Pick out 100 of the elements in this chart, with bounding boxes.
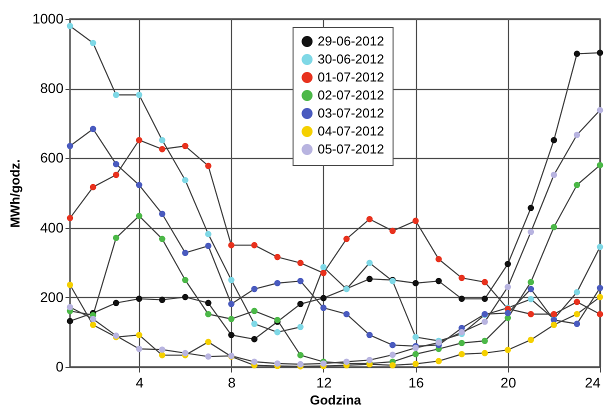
point — [90, 126, 96, 132]
point — [112, 160, 120, 168]
point — [412, 334, 419, 340]
point — [528, 278, 534, 286]
point — [159, 346, 166, 353]
point — [205, 338, 212, 346]
point — [528, 310, 534, 318]
point — [66, 22, 74, 30]
y-tick-label: 800 — [40, 80, 64, 96]
point — [596, 50, 604, 56]
point — [228, 242, 234, 248]
point — [159, 210, 166, 218]
point — [458, 350, 465, 358]
point — [574, 289, 580, 296]
x-tick-label: 4 — [136, 374, 144, 390]
point — [596, 284, 604, 292]
point — [251, 358, 258, 365]
point — [596, 162, 604, 168]
point — [159, 236, 166, 242]
point — [436, 358, 442, 364]
point — [574, 310, 580, 318]
point — [366, 260, 373, 266]
point — [90, 40, 96, 46]
point — [574, 182, 580, 188]
point — [205, 162, 212, 170]
point — [482, 278, 488, 286]
point — [112, 172, 120, 178]
point — [251, 242, 258, 248]
point — [550, 172, 558, 178]
point — [412, 350, 419, 358]
y-tick-label: 0 — [56, 358, 64, 374]
y-tick-label: 200 — [40, 288, 64, 305]
point — [159, 352, 166, 358]
y-axis-title: MWh/godz. — [7, 159, 22, 228]
point — [66, 214, 74, 222]
legend-label: 01-07-2012 — [318, 70, 384, 84]
point — [136, 212, 142, 220]
point — [389, 362, 396, 368]
legend-label: 29-06-2012 — [318, 34, 384, 48]
legend-label: 30-06-2012 — [318, 52, 384, 66]
point — [550, 310, 558, 318]
point — [482, 318, 488, 325]
point — [320, 294, 327, 302]
point — [90, 316, 96, 322]
point — [528, 296, 534, 302]
point — [504, 260, 511, 268]
point — [228, 300, 234, 308]
point — [251, 308, 258, 314]
legend-label: 02-07-2012 — [318, 88, 384, 102]
point — [112, 300, 120, 306]
point — [482, 350, 488, 356]
point — [458, 296, 465, 302]
point — [482, 296, 488, 302]
point — [596, 294, 604, 300]
point — [205, 230, 212, 238]
point — [550, 322, 558, 328]
point — [412, 218, 419, 224]
x-tick-label: 24 — [584, 374, 601, 390]
point — [136, 182, 142, 188]
point — [159, 296, 166, 303]
point — [136, 92, 142, 98]
point — [205, 242, 212, 250]
point — [596, 107, 604, 114]
x-tick-label: 16 — [408, 374, 424, 390]
point — [528, 336, 534, 344]
point — [458, 274, 465, 282]
x-axis-title: Godzina — [310, 392, 362, 408]
legend-label: 05-07-2012 — [318, 142, 384, 156]
point — [574, 320, 580, 328]
point — [136, 136, 142, 144]
point — [320, 264, 327, 270]
point — [297, 300, 304, 308]
point — [182, 276, 188, 284]
point — [90, 322, 96, 328]
legend-label: 03-07-2012 — [318, 106, 384, 120]
point — [343, 310, 350, 318]
y-tick-label: 600 — [40, 150, 64, 166]
legend-label: 04-07-2012 — [318, 124, 384, 138]
point — [66, 282, 74, 288]
point — [136, 346, 142, 352]
point — [504, 284, 511, 290]
point — [366, 332, 373, 338]
point — [159, 146, 166, 152]
point — [228, 332, 234, 338]
point — [297, 324, 304, 330]
point — [66, 304, 74, 310]
point — [182, 294, 188, 300]
point — [366, 356, 373, 364]
point — [274, 280, 281, 286]
point — [228, 316, 234, 322]
point — [274, 360, 281, 367]
y-tick-label: 400 — [40, 219, 64, 236]
point — [320, 304, 327, 311]
point — [389, 352, 396, 358]
point — [528, 286, 534, 292]
point — [574, 50, 580, 57]
point — [112, 234, 120, 242]
point — [596, 244, 604, 250]
point — [251, 286, 258, 292]
point — [90, 184, 96, 190]
